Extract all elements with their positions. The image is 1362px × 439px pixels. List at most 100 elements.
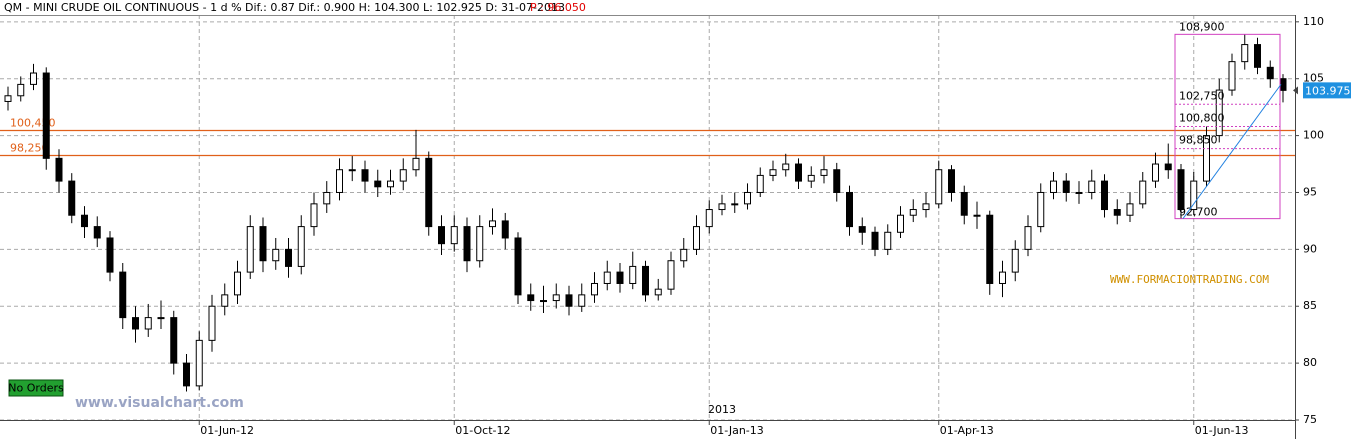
candle-body (463, 226, 471, 262)
candle-body (323, 191, 331, 205)
fib-level-label: 102,750 (1179, 89, 1225, 102)
y-tick-label: 75 (1303, 413, 1317, 426)
candle-body (1190, 180, 1198, 211)
candle-body (195, 339, 203, 387)
candle-body (106, 237, 114, 273)
y-tick-label: 80 (1303, 356, 1317, 369)
support-label: 98,250 (10, 141, 49, 154)
candle-body (846, 191, 853, 228)
candle-body (17, 83, 25, 97)
candle-body (820, 169, 828, 176)
candle-body (183, 362, 190, 387)
candle-body (501, 220, 509, 239)
candle-body (374, 180, 382, 188)
candle-body (948, 169, 955, 193)
candle-body (285, 248, 292, 267)
candle-body (693, 226, 700, 250)
candle-body (387, 180, 394, 188)
candle-body (438, 226, 445, 245)
candle-body (1164, 163, 1172, 171)
candle-body (489, 220, 496, 228)
candle-body (336, 169, 343, 193)
fib-top-label: 108,900 (1179, 20, 1225, 33)
candle-body (782, 163, 790, 171)
y-tick-label: 100 (1303, 129, 1324, 142)
x-tick-label: 01-Oct-12 (455, 424, 510, 437)
candle-body (514, 237, 522, 296)
candle-body (756, 174, 764, 193)
y-tick-label: 95 (1303, 185, 1317, 198)
chart-title: QM - MINI CRUDE OIL CONTINUOUS - 1 d % D… (4, 1, 565, 14)
trend-line (1182, 84, 1282, 219)
candle-body (667, 260, 675, 290)
last-price-box (1303, 82, 1351, 99)
candle-body (731, 203, 739, 206)
candle-body (552, 294, 560, 302)
candle-body (1101, 180, 1108, 211)
candle-body (234, 271, 241, 296)
price-label: P : 96.050 (530, 1, 586, 14)
candle-body (399, 169, 407, 182)
no-orders-box[interactable] (8, 379, 64, 397)
year-label: 2013 (708, 403, 736, 416)
fib-level-label: 100,800 (1179, 111, 1225, 124)
candle-body (119, 271, 127, 319)
candle-body (769, 169, 777, 176)
candle-body (348, 169, 356, 172)
no-orders[interactable]: No Orders (8, 382, 64, 395)
candle-body (591, 282, 598, 296)
candle-body (1011, 248, 1019, 273)
candle-body (1152, 163, 1159, 182)
candle-body (55, 157, 63, 182)
candle-body (922, 203, 930, 211)
candle-body (4, 95, 12, 102)
candle-body (654, 288, 662, 296)
x-tick-label: 01-Apr-13 (940, 424, 994, 437)
fib-bottom-label: 92,700 (1179, 206, 1218, 219)
candle-body (871, 231, 879, 250)
candle-body (93, 226, 101, 239)
candle-body (973, 214, 981, 217)
candle-body (297, 226, 305, 267)
candle-body (540, 300, 547, 303)
price-arrow (1293, 86, 1298, 95)
candle-body (935, 169, 943, 205)
candle-body (68, 180, 76, 216)
y-tick-label: 85 (1303, 299, 1317, 312)
candle-body (833, 169, 841, 193)
candle-body (144, 317, 152, 330)
candle-body (259, 226, 267, 262)
candle-body (1037, 191, 1045, 228)
candle-body (795, 163, 802, 182)
candle-body (157, 317, 165, 320)
candle-body (1088, 180, 1096, 193)
fib-level-label: 98,850 (1179, 134, 1218, 147)
candle-body (909, 209, 917, 216)
x-tick-label: 01-Jun-12 (200, 424, 254, 437)
candle-body (1266, 66, 1274, 80)
candle-body (412, 157, 420, 171)
candle-body (425, 157, 433, 228)
candle-body (1050, 180, 1057, 193)
candle-body (578, 294, 586, 307)
candle-body (603, 271, 611, 284)
candle-body (744, 191, 751, 205)
candle-body (718, 203, 726, 211)
candle-body (310, 203, 318, 228)
candle-body (705, 209, 713, 228)
y-tick-label: 90 (1303, 242, 1317, 255)
watermark: www.visualchart.com (75, 395, 244, 411)
site-text: WWW.FORMACIONTRADING.COM (1110, 273, 1269, 286)
candle-body (30, 72, 37, 85)
candle-body (132, 317, 139, 330)
candle-body (208, 305, 216, 341)
last-price: 103.975 (1305, 84, 1351, 97)
candle-body (642, 265, 649, 296)
candle-body (629, 265, 637, 284)
candle-body (565, 294, 573, 307)
candle-body (1241, 44, 1249, 63)
candle-body (1203, 135, 1210, 182)
candle-body (999, 271, 1006, 284)
